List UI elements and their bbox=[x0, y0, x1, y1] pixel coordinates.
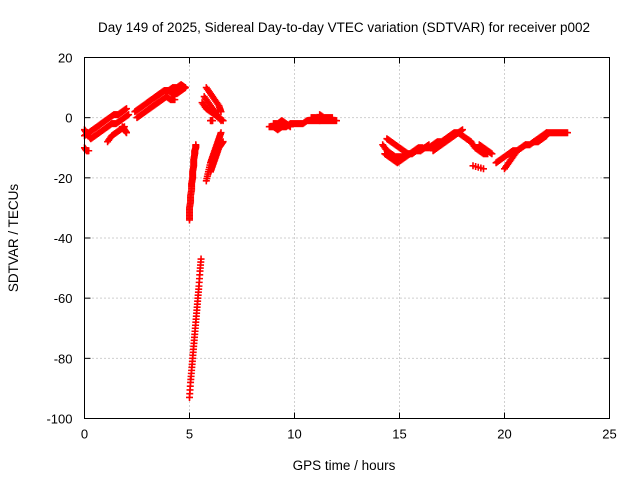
data-point bbox=[217, 108, 225, 116]
chart-title: Day 149 of 2025, Sidereal Day-to-day VTE… bbox=[98, 20, 590, 35]
y-tick-label: 0 bbox=[65, 111, 72, 126]
data-point bbox=[192, 141, 200, 149]
y-tick-label: -40 bbox=[54, 231, 73, 246]
data-point bbox=[181, 84, 189, 92]
data-point bbox=[488, 150, 496, 158]
data-points bbox=[81, 81, 571, 401]
y-axis-label: SDTVAR / TECUs bbox=[6, 184, 21, 293]
data-point bbox=[522, 141, 529, 149]
data-point bbox=[85, 147, 93, 155]
x-tick-label: 20 bbox=[497, 427, 511, 442]
x-tick-label: 25 bbox=[602, 427, 616, 442]
data-point bbox=[217, 129, 225, 137]
data-point bbox=[209, 117, 217, 125]
data-point bbox=[171, 96, 179, 104]
x-tick-label: 0 bbox=[81, 427, 88, 442]
data-point bbox=[217, 117, 225, 125]
data-point bbox=[197, 255, 205, 263]
x-axis-label: GPS time / hours bbox=[293, 458, 396, 473]
x-tick-label: 5 bbox=[186, 427, 193, 442]
data-point bbox=[123, 129, 130, 137]
data-point bbox=[480, 165, 487, 173]
data-point bbox=[333, 117, 340, 125]
data-point bbox=[328, 114, 336, 122]
data-point bbox=[125, 111, 133, 119]
y-tick-label: -60 bbox=[54, 291, 73, 306]
data-point bbox=[459, 126, 466, 134]
x-tick-label: 10 bbox=[287, 427, 301, 442]
y-tick-label: -100 bbox=[46, 412, 72, 427]
y-tick-label: 20 bbox=[58, 51, 72, 66]
data-point bbox=[216, 115, 224, 123]
data-point bbox=[219, 138, 227, 146]
y-tick-label: -20 bbox=[54, 171, 73, 186]
data-point bbox=[123, 105, 130, 113]
axis-ticks: 0 5 10 15 20 25 -100 -80 -60 -40 -20 0 20 bbox=[46, 51, 616, 442]
x-tick-label: 15 bbox=[392, 427, 406, 442]
data-point bbox=[286, 123, 294, 131]
data-point bbox=[404, 150, 412, 158]
data-point bbox=[564, 129, 571, 137]
data-point bbox=[543, 129, 550, 137]
y-tick-label: -80 bbox=[54, 351, 73, 366]
